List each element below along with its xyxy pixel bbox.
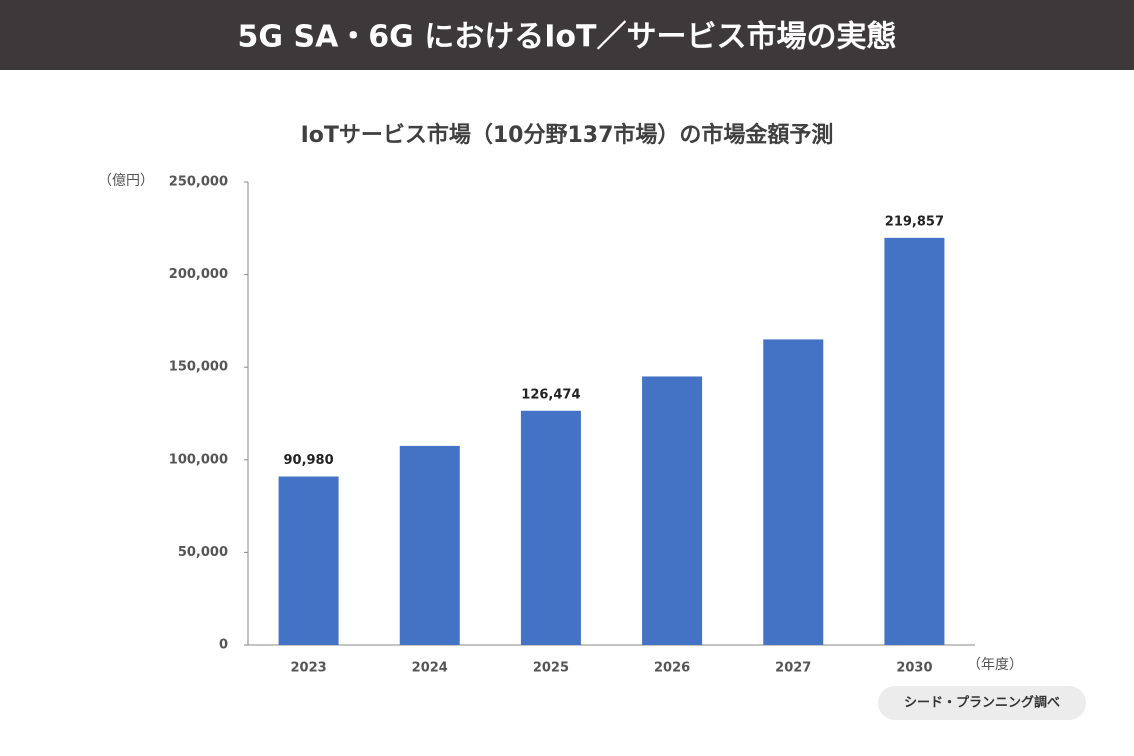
chart-title: IoTサービス市場（10分野137市場）の市場金額予測 — [301, 122, 834, 148]
bar — [763, 339, 824, 645]
bar — [884, 237, 945, 645]
value-label: 126,474 — [521, 387, 580, 402]
source-pill — [878, 686, 1086, 720]
y-tick-label: 100,000 — [169, 452, 228, 467]
y-tick-label: 50,000 — [178, 545, 228, 560]
bar — [399, 445, 460, 645]
y-unit: （億円） — [98, 173, 154, 189]
bar — [642, 376, 703, 645]
x-tick-label: 2027 — [775, 661, 811, 676]
value-label: 219,857 — [885, 214, 944, 229]
x-tick-label: 2025 — [533, 661, 569, 676]
banner — [0, 0, 1134, 70]
source: シード・プランニング調べ — [904, 695, 1060, 711]
x-tick-label: 2026 — [654, 661, 690, 676]
y-tick-label: 0 — [219, 638, 228, 653]
value-label: 90,980 — [283, 453, 333, 468]
x-tick-label: 2030 — [896, 661, 932, 676]
x-tick-label: 2024 — [412, 661, 448, 676]
bar — [520, 410, 581, 645]
bar — [278, 476, 339, 645]
y-tick-label: 150,000 — [169, 360, 228, 375]
y-tick-label: 250,000 — [169, 175, 228, 190]
x-tick-label: 2023 — [290, 661, 326, 676]
banner-title: 5G SA・6G におけるIoT／サービス市場の実態 — [238, 20, 897, 55]
y-tick-label: 200,000 — [169, 267, 228, 282]
x-unit: （年度） — [967, 657, 1023, 673]
